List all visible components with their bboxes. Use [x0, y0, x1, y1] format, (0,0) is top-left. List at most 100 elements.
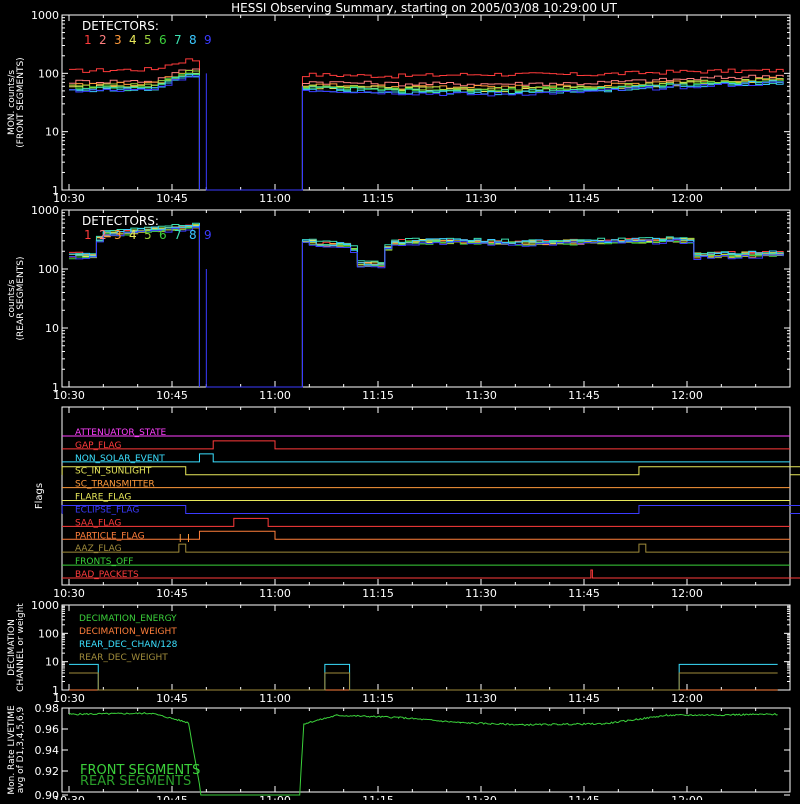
rear-xtick-label: 11:30	[465, 389, 497, 402]
flag-label: BAD_PACKETS	[75, 570, 139, 580]
livetime-ytick-label: 0.92	[35, 765, 60, 778]
decimation-xtick-label: 11:30	[465, 692, 497, 705]
front-xtick-label: 12:00	[671, 192, 703, 205]
front-xtick-label: 11:45	[568, 192, 600, 205]
flag-label: PARTICLE_FLAG	[75, 531, 145, 541]
livetime-xtick-label: 12:00	[671, 794, 703, 800]
livetime-xtick-label: 10:45	[156, 794, 188, 800]
decimation-ytick-label: 10	[45, 656, 59, 669]
flag-label: AAZ_FLAG	[75, 544, 122, 554]
rear-frame	[61, 209, 791, 388]
livetime-ytick-label: 0.98	[35, 702, 60, 715]
rear-xtick-label: 10:45	[156, 389, 188, 402]
flag-label: FRONTS_OFF	[75, 557, 133, 567]
flags-xtick-label: 11:30	[465, 587, 497, 600]
flag-label: SC_TRANSMITTER	[75, 480, 155, 490]
rear-gap-floor	[205, 269, 303, 388]
front-legend-item-3: 3	[114, 33, 122, 47]
rear-xtick-label: 12:00	[671, 389, 703, 402]
decimation-series-4	[69, 672, 778, 691]
front-legend-item-2: 2	[99, 33, 107, 47]
livetime-ylabel: avg of D1,3,4,5,6,9	[16, 706, 26, 793]
flag-line	[62, 517, 790, 527]
front-legend-item-7: 7	[174, 33, 182, 47]
flag-line	[61, 466, 800, 476]
front-legend-item-1: 1	[84, 33, 92, 47]
decimation-ytick-label: 1	[52, 684, 59, 697]
flag-label: ECLIPSE_FLAG	[75, 505, 139, 515]
rear-legend-item-3: 3	[114, 228, 122, 242]
rear-ylabel: (REAR SEGMENTS)	[16, 256, 26, 340]
front-ytick-label: 100	[38, 67, 59, 80]
livetime-legend-front: FRONT SEGMENTS	[80, 763, 200, 778]
front-frame	[61, 14, 791, 191]
decimation-ylabel: CHANNEL or weight	[16, 603, 26, 692]
livetime-xtick-label: 11:30	[465, 794, 497, 800]
decimation-legend-item: DECIMATION_WEIGHT	[79, 627, 177, 637]
front-xtick-label: 11:00	[259, 192, 291, 205]
decimation-legend-item: REAR_DEC_CHAN/128	[79, 640, 178, 650]
rear-legend-item-6: 6	[159, 228, 167, 242]
rear-ytick-label: 1000	[31, 204, 59, 217]
livetime-ytick-label: 0.90	[35, 789, 60, 800]
decimation-xtick-label: 11:15	[362, 692, 394, 705]
rear-ylabel: counts/s	[7, 279, 17, 317]
decimation-xtick-label: 11:00	[259, 692, 291, 705]
rear-legend-item-4: 4	[129, 228, 137, 242]
front-ytick-label: 10	[45, 126, 59, 139]
decimation-ytick-label: 100	[38, 627, 59, 640]
flags-frame	[61, 406, 791, 586]
flag-label: FLARE_FLAG	[75, 493, 131, 503]
flags-xtick-label: 11:15	[362, 587, 394, 600]
front-ytick-label: 1	[52, 184, 59, 197]
livetime-legend-rear: REAR SEGMENTS	[80, 774, 191, 789]
front-legend-item-8: 8	[189, 33, 197, 47]
rear-legend-item-8: 8	[189, 228, 197, 242]
rear-xtick-label: 11:00	[259, 389, 291, 402]
decimation-ylabel: DECIMATION	[7, 619, 17, 676]
front-legend-item-4: 4	[129, 33, 137, 47]
flag-line	[61, 504, 800, 514]
livetime-xtick-label: 11:45	[568, 794, 600, 800]
front-xtick-label: 10:45	[156, 192, 188, 205]
livetime-ytick-label: 0.96	[35, 723, 60, 736]
rear-legend-title: DETECTORS:	[82, 214, 159, 228]
panels-layer: 10:30 10:45 11:00 11:15 11:30 11:45 12:00 MON. …	[7, 9, 800, 804]
flag-line	[62, 530, 790, 540]
flag-line	[62, 453, 790, 463]
front-series-1	[69, 58, 784, 190]
front-series-9	[69, 75, 784, 190]
flags-xtick-label: 10:30	[53, 587, 85, 600]
front-xtick-label: 10:30	[53, 192, 85, 205]
rear-ytick-label: 100	[38, 263, 59, 276]
flags-xtick-label: 11:00	[259, 587, 291, 600]
rear-xtick-label: 11:45	[568, 389, 600, 402]
rear-legend-item-7: 7	[174, 228, 182, 242]
flags-xtick-label: 11:45	[568, 587, 600, 600]
flag-line	[62, 569, 800, 579]
front-xtick-label: 11:30	[465, 192, 497, 205]
rear-xtick-label: 10:30	[53, 389, 85, 402]
decimation-legend-item: DECIMATION_ENERGY	[79, 614, 177, 624]
decimation-xtick-label: 11:45	[568, 692, 600, 705]
rear-series-9	[69, 225, 784, 387]
livetime-xtick-label: 10:30	[53, 794, 85, 800]
front-legend-title: DETECTORS:	[82, 19, 159, 33]
front-gap-floor	[205, 73, 303, 191]
flag-label: SC_IN_SUNLIGHT	[75, 467, 152, 477]
livetime-xtick-label: 11:15	[362, 794, 394, 800]
livetime-front-series	[68, 712, 778, 796]
flags-xtick-label: 12:00	[671, 587, 703, 600]
flags-ylabel: Flags	[34, 483, 45, 509]
flag-line	[62, 543, 790, 553]
rear-legend-item-9: 9	[204, 228, 212, 242]
front-ytick-label: 1000	[31, 9, 59, 22]
flags-xtick-label: 10:45	[156, 587, 188, 600]
rear-xtick-label: 11:15	[362, 389, 394, 402]
flag-line	[62, 440, 790, 450]
flag-label: GAP_FLAG	[75, 441, 121, 451]
front-legend-item-5: 5	[144, 33, 152, 47]
rear-legend-item-1: 1	[84, 228, 92, 242]
